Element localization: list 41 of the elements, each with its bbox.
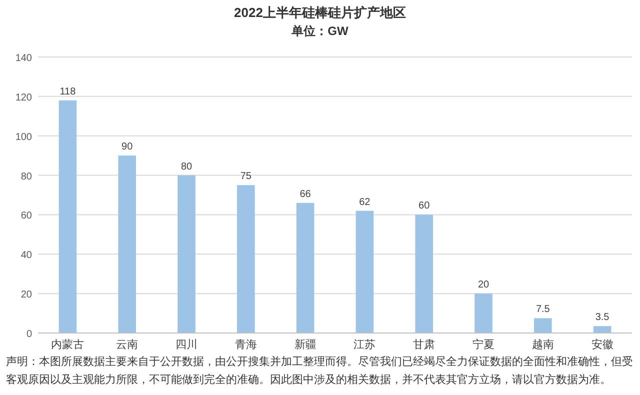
y-tick-label: 120	[15, 92, 32, 104]
chart-title: 2022上半年硅棒硅片扩产地区	[234, 5, 406, 20]
chart-subtitle: 单位：GW	[290, 24, 349, 38]
y-tick-label: 20	[20, 290, 32, 301]
bar	[415, 214, 434, 333]
y-tick-label: 60	[20, 210, 32, 222]
y-tick-label: 140	[15, 53, 32, 64]
data-label: 80	[180, 161, 192, 172]
x-tick-label: 青海	[234, 338, 257, 351]
y-tick-label: 0	[26, 329, 32, 340]
bar	[118, 156, 136, 333]
data-label: 66	[300, 188, 312, 200]
bar	[58, 100, 77, 333]
bar	[474, 294, 492, 333]
y-tick-label: 80	[20, 171, 32, 182]
bar	[296, 202, 314, 333]
y-tick-label: 100	[15, 132, 32, 143]
y-tick-label: 40	[20, 250, 32, 262]
x-tick-label: 甘肃	[413, 338, 436, 351]
data-label: 62	[359, 196, 371, 208]
text: 声明：本图所展数据主要来自于公开数据，由公开搜集并加工整理而得。尽管我们已经竭尽全力保证数据的全面性和准确性，但受客观原因以及主观能力所限，不可能做到完全的准确。因此图中涉及的相关数据，并不代表其官方立场，请以官方数据为准。	[6, 354, 634, 388]
x-tick-label: 新疆	[294, 338, 316, 351]
x-tick-label: 内蒙古	[51, 338, 84, 351]
data-label: 20	[478, 280, 490, 291]
data-label: 75	[240, 171, 252, 182]
data-label: 60	[418, 200, 430, 212]
x-tick-label: 四川	[176, 338, 198, 351]
bar	[593, 326, 612, 333]
bar	[356, 210, 374, 333]
bar	[236, 185, 255, 333]
data-label: 118	[60, 86, 76, 98]
x-tick-label: 江苏	[354, 338, 376, 351]
data-label: 3.5	[595, 312, 610, 324]
bar	[178, 175, 196, 333]
data-label: 90	[122, 142, 134, 153]
x-tick-label: 安徽	[591, 338, 614, 351]
x-tick-label: 宁夏	[472, 338, 494, 351]
bar	[534, 318, 552, 333]
x-tick-label: 越南	[532, 338, 554, 351]
data-label: 7.5	[536, 304, 550, 316]
x-tick-label: 云南	[116, 338, 138, 351]
